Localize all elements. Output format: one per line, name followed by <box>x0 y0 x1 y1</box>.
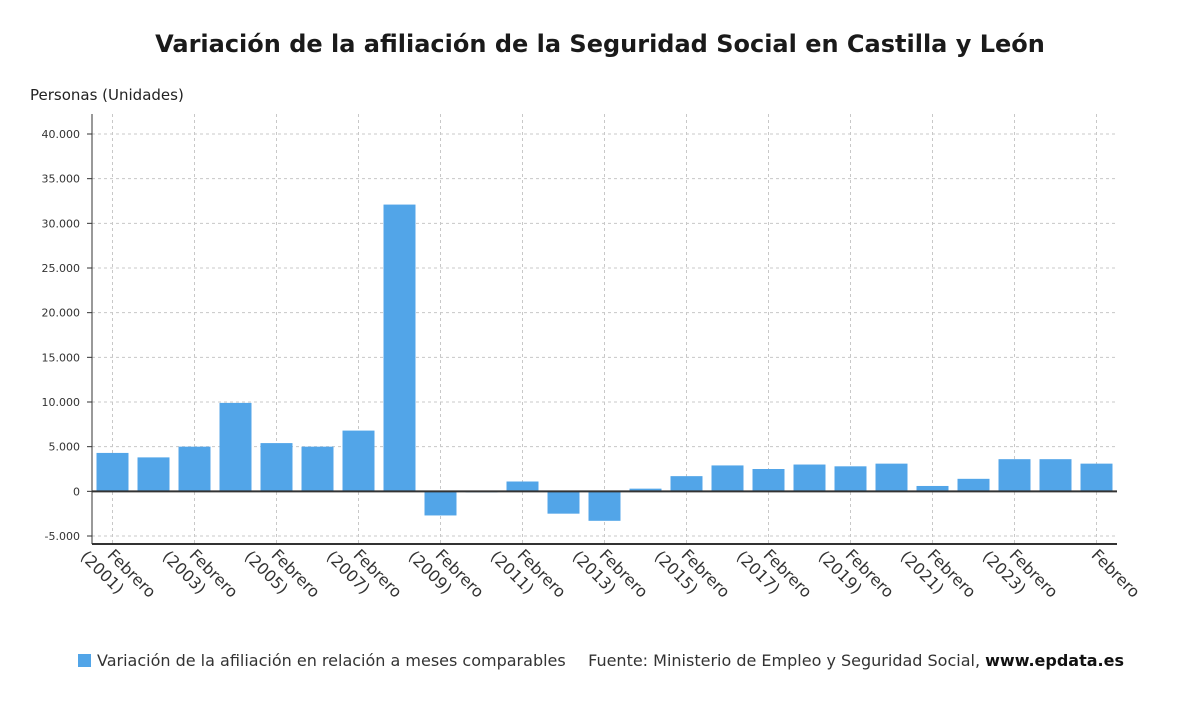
y-tick-label: 40.000 <box>42 128 81 141</box>
x-ticks: Febrero(2001) Febrero(2003) Febrero(2005) F… <box>77 545 1144 601</box>
bar <box>834 466 867 492</box>
y-tick-label: -5.000 <box>45 530 80 543</box>
bar <box>793 464 826 492</box>
chart-title: Variación de la afiliación de la Segurid… <box>155 30 1045 58</box>
x-tick-label: Febrero(2011) <box>487 545 570 601</box>
x-tick-label: Febrero(2007) <box>323 545 406 601</box>
y-tick-label: 25.000 <box>42 262 81 275</box>
bar <box>383 204 416 492</box>
x-tick-label-line1: Febrero <box>1088 545 1144 601</box>
x-tick-label: Febrero(2005) <box>241 545 324 601</box>
bar <box>96 452 129 492</box>
bar <box>178 446 211 492</box>
source-note: Fuente: Ministerio de Empleo y Seguridad… <box>588 651 1124 670</box>
y-tick-label: 10.000 <box>42 396 81 409</box>
y-tick-label: 30.000 <box>42 217 81 230</box>
y-axis-label: Personas (Unidades) <box>30 86 184 104</box>
x-tick-label: Febrero(2001) <box>77 545 160 601</box>
y-tick-label: 20.000 <box>42 307 81 320</box>
x-tick-label: Febrero(2013) <box>569 545 652 601</box>
y-tick-label: 0 <box>73 485 80 498</box>
bar <box>711 465 744 492</box>
bar <box>547 491 580 514</box>
x-tick-label: Febrero <box>1088 545 1144 601</box>
x-tick-label: Febrero(2003) <box>159 545 242 601</box>
source-text: Fuente: Ministerio de Empleo y Seguridad… <box>588 651 986 670</box>
bar <box>424 491 457 516</box>
bar <box>957 478 990 492</box>
bar <box>588 491 621 521</box>
bar <box>629 488 662 492</box>
x-tick-label: Febrero(2019) <box>815 545 898 601</box>
bar <box>670 476 703 492</box>
bar <box>875 463 908 492</box>
y-tick-label: 15.000 <box>42 351 81 364</box>
bar <box>260 443 293 492</box>
bar <box>506 481 539 492</box>
bar <box>1080 463 1113 492</box>
bar <box>301 446 334 492</box>
axes <box>91 114 1117 545</box>
x-tick-label: Febrero(2015) <box>651 545 734 601</box>
bar <box>342 430 375 492</box>
x-tick-label: Febrero(2017) <box>733 545 816 601</box>
source-site: www.epdata.es <box>985 651 1124 670</box>
bars <box>96 204 1113 521</box>
bar <box>219 402 252 492</box>
bar <box>752 469 785 492</box>
x-tick-label: Febrero(2023) <box>979 545 1062 601</box>
bar <box>1039 459 1072 492</box>
legend-swatch <box>78 654 91 667</box>
legend-label: Variación de la afiliación en relación a… <box>97 651 566 670</box>
y-tick-label: 35.000 <box>42 173 81 186</box>
legend: Variación de la afiliación en relación a… <box>78 651 566 670</box>
bar <box>998 459 1031 492</box>
y-tick-label: 5.000 <box>49 441 81 454</box>
y-ticks: 40.000 35.000 30.000 25.000 20.000 15.000 10.0… <box>42 128 92 543</box>
bar <box>137 457 170 492</box>
bar <box>916 485 949 492</box>
x-tick-label: Febrero(2021) <box>897 545 980 601</box>
x-tick-label: Febrero(2009) <box>405 545 488 601</box>
